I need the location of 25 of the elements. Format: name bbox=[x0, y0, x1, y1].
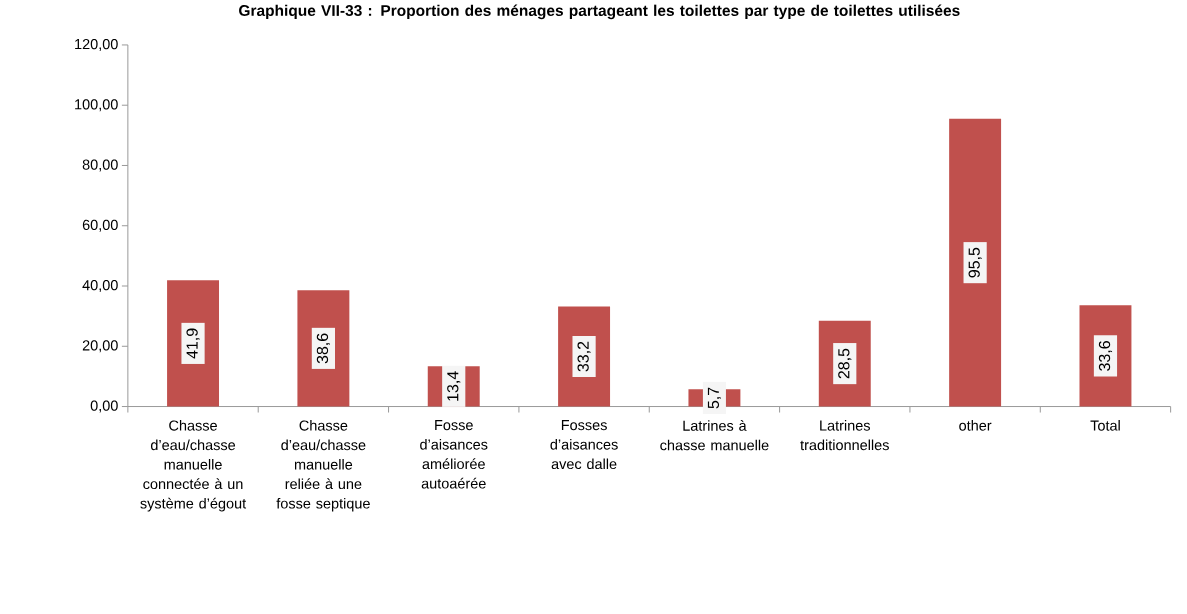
x-tick-label: Chasse d’eau/chasse manuelle reliée à une fosse septique bbox=[276, 419, 370, 512]
y-tick-label: 0,00 bbox=[90, 400, 118, 413]
x-tick-label: Latrines à chasse manuelle bbox=[660, 419, 769, 451]
y-tick-label: 100,00 bbox=[75, 99, 118, 112]
data-label: 33,6 bbox=[1098, 340, 1113, 371]
x-tick-label: Total bbox=[1090, 419, 1120, 431]
y-tick-label: 80,00 bbox=[82, 159, 118, 172]
data-label: 5,7 bbox=[707, 387, 721, 409]
y-tick-label: 120,00 bbox=[75, 38, 118, 51]
x-tick-label: Latrines traditionnelles bbox=[800, 419, 889, 451]
x-tick-label: Chasse d’eau/chasse manuelle connectée à un système d’égout bbox=[140, 419, 247, 512]
data-label: 41,9 bbox=[186, 328, 200, 359]
data-label: 28,5 bbox=[838, 348, 852, 379]
data-label: 33,2 bbox=[577, 341, 591, 372]
chart-title: Graphique VII-33 : Proportion des ménages partageant les toilettes par type de toilettes utilisées bbox=[239, 4, 960, 20]
y-tick-label: 40,00 bbox=[82, 279, 118, 292]
y-tick-label: 60,00 bbox=[82, 219, 118, 232]
bar bbox=[949, 118, 1002, 407]
y-tick-label: 20,00 bbox=[82, 340, 118, 353]
x-tick-label: Fosses d’aisances avec dalle bbox=[550, 419, 618, 469]
data-label: 38,6 bbox=[316, 333, 330, 364]
x-tick-label: other bbox=[959, 419, 992, 431]
x-tick-label: Fosse d’aisances améliorée autoaérée bbox=[420, 419, 488, 489]
data-label: 95,5 bbox=[968, 247, 982, 278]
data-label: 13,4 bbox=[447, 371, 461, 401]
